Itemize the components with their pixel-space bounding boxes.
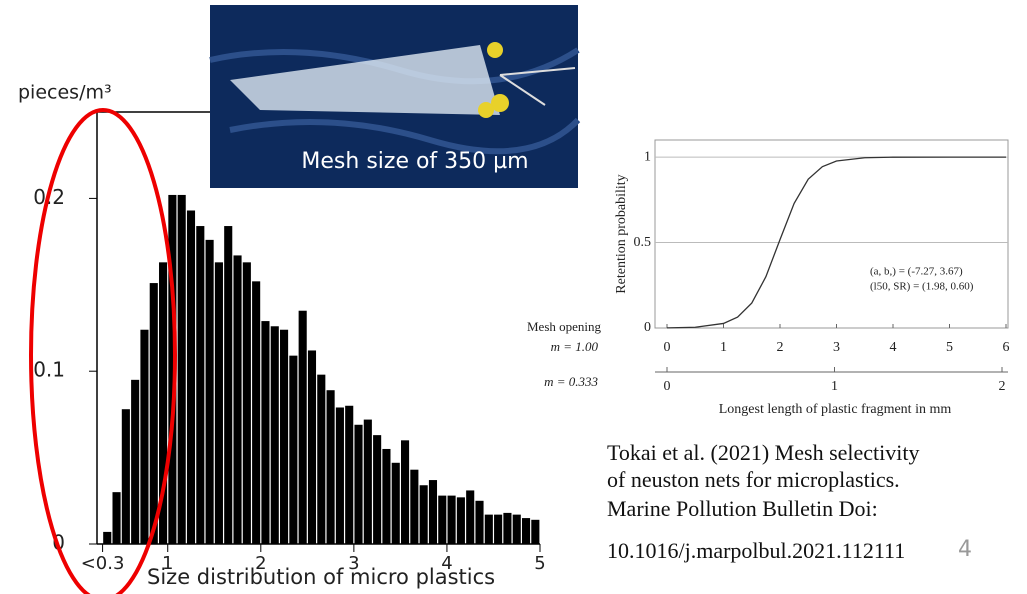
bar — [447, 495, 456, 544]
x-tick-label: 2 — [777, 340, 784, 355]
bar — [159, 262, 168, 544]
bar — [382, 448, 391, 544]
annotation: (l50, SR) = (1.98, 0.60) — [870, 281, 974, 293]
bar — [233, 255, 242, 544]
citation-line: of neuston nets for microplastics. — [607, 467, 900, 492]
y-tick-label: 0 — [644, 320, 651, 335]
x-tick-label: 0 — [664, 340, 671, 355]
citation-line: Marine Pollution Bulletin Doi: — [607, 496, 878, 521]
x-axis-label: Longest length of plastic fragment in mm — [719, 402, 952, 417]
bar — [214, 262, 223, 544]
x-tick-label: 4 — [890, 340, 897, 355]
axis-label: m = 0.333 — [544, 374, 598, 389]
bar — [503, 512, 512, 544]
x-tick-label: 6 — [1003, 340, 1010, 355]
bar — [391, 462, 400, 544]
bar — [224, 226, 233, 544]
citation-line: 10.1016/j.marpolbul.2021.112111 — [607, 538, 905, 563]
bar — [456, 497, 465, 544]
highlight-ellipse — [29, 108, 177, 594]
axis-label: m = 1.00 — [551, 339, 599, 354]
x2-tick-label: 2 — [999, 379, 1006, 394]
x-tick-label: 1 — [162, 553, 173, 574]
bar — [252, 281, 261, 544]
bar — [196, 226, 205, 544]
x-tick-label: 3 — [833, 340, 840, 355]
bar — [335, 407, 344, 544]
x-tick-label: 5 — [534, 553, 545, 574]
bar — [261, 321, 270, 544]
citation-line: Tokai et al. (2021) Mesh selectivity — [607, 440, 920, 465]
bar — [121, 409, 130, 544]
bar — [438, 495, 447, 544]
x-tick-label: 2 — [255, 553, 266, 574]
bar — [354, 424, 363, 544]
axis-label: Mesh opening — [527, 319, 602, 334]
plot-frame — [654, 139, 1009, 329]
bar — [307, 350, 317, 544]
bar — [103, 531, 112, 544]
photo-caption: Mesh size of 350 µm — [301, 149, 528, 174]
page-number: 4 — [958, 537, 972, 562]
line — [666, 156, 1006, 329]
bar — [186, 210, 196, 544]
bar — [466, 490, 475, 544]
bar — [289, 355, 298, 544]
x-tick-label: 4 — [441, 553, 452, 574]
bar — [475, 500, 484, 544]
bar — [317, 374, 326, 544]
y-tick-label: 0.5 — [634, 235, 652, 250]
y-axis-label: pieces/m³ — [18, 82, 112, 104]
bar — [494, 514, 503, 544]
bar — [280, 329, 289, 544]
bar — [512, 514, 521, 544]
bar — [400, 440, 410, 544]
bar — [345, 405, 354, 544]
x-tick-label: 5 — [946, 340, 953, 355]
bar — [205, 239, 214, 544]
caption: Size distribution of micro plastics — [147, 565, 495, 589]
x-tick-label: 3 — [348, 553, 359, 574]
x-tick-label: 1 — [720, 340, 727, 355]
bar — [419, 485, 428, 544]
line-chart: 0 0.5 1 0 1 2 3 4 5 6 0 1 2 Mesh opening m = 1.00 m = 0… — [527, 139, 1010, 417]
annotation: (a, b,) = (-7.27, 3.67) — [870, 266, 963, 278]
bar — [428, 480, 438, 544]
bar — [484, 514, 493, 544]
bar — [140, 329, 149, 544]
bar — [363, 419, 372, 544]
bar — [131, 379, 140, 544]
bar — [270, 326, 279, 544]
y-tick-label: 0.1 — [33, 358, 65, 382]
x-tick-label: <0.3 — [81, 553, 125, 574]
bar — [410, 469, 419, 544]
x2-tick-label: 0 — [664, 379, 671, 394]
bar — [521, 518, 531, 544]
y-axis-label: Retention probability — [614, 174, 629, 293]
bar — [373, 435, 382, 544]
bar — [298, 310, 307, 544]
bar — [242, 262, 251, 544]
bar — [177, 194, 186, 544]
bar — [112, 492, 121, 544]
bar — [168, 194, 177, 544]
y-tick-label: 1 — [644, 149, 651, 164]
bar — [531, 519, 540, 544]
x2-tick-label: 1 — [831, 379, 838, 394]
bar — [326, 390, 335, 544]
bar — [149, 283, 158, 544]
photo: Mesh size of 350 µm — [209, 5, 581, 188]
